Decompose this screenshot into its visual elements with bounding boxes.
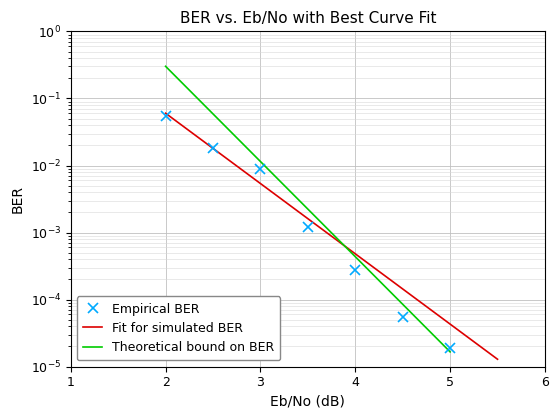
- Theoretical bound on BER: [162, 64, 169, 69]
- Empirical BER: [352, 267, 358, 272]
- Fit for simulated BER: [162, 111, 169, 116]
- Fit for simulated BER: [478, 344, 484, 349]
- Theoretical bound on BER: [332, 234, 338, 239]
- Fit for simulated BER: [468, 337, 474, 342]
- Theoretical bound on BER: [228, 130, 235, 135]
- Theoretical bound on BER: [432, 335, 439, 340]
- Title: BER vs. Eb/No with Best Curve Fit: BER vs. Eb/No with Best Curve Fit: [180, 11, 436, 26]
- Theoretical bound on BER: [309, 211, 315, 216]
- Fit for simulated BER: [494, 357, 501, 362]
- Line: Theoretical bound on BER: Theoretical bound on BER: [166, 66, 450, 352]
- Fit for simulated BER: [360, 257, 367, 262]
- Fit for simulated BER: [226, 158, 232, 163]
- Y-axis label: BER: BER: [11, 185, 25, 213]
- Line: Fit for simulated BER: Fit for simulated BER: [166, 113, 497, 359]
- Empirical BER: [257, 166, 264, 171]
- Empirical BER: [305, 225, 311, 230]
- Theoretical bound on BER: [447, 349, 454, 354]
- Fit for simulated BER: [239, 168, 246, 173]
- Empirical BER: [209, 146, 216, 151]
- Fit for simulated BER: [333, 237, 340, 242]
- X-axis label: Eb/No (dB): Eb/No (dB): [270, 395, 346, 409]
- Legend: Empirical BER, Fit for simulated BER, Theoretical bound on BER: Empirical BER, Fit for simulated BER, Th…: [77, 297, 281, 360]
- Empirical BER: [162, 113, 169, 118]
- Theoretical bound on BER: [217, 118, 223, 123]
- Empirical BER: [399, 315, 406, 320]
- Empirical BER: [447, 345, 454, 350]
- Theoretical bound on BER: [424, 326, 431, 331]
- Line: Empirical BER: Empirical BER: [161, 111, 455, 353]
